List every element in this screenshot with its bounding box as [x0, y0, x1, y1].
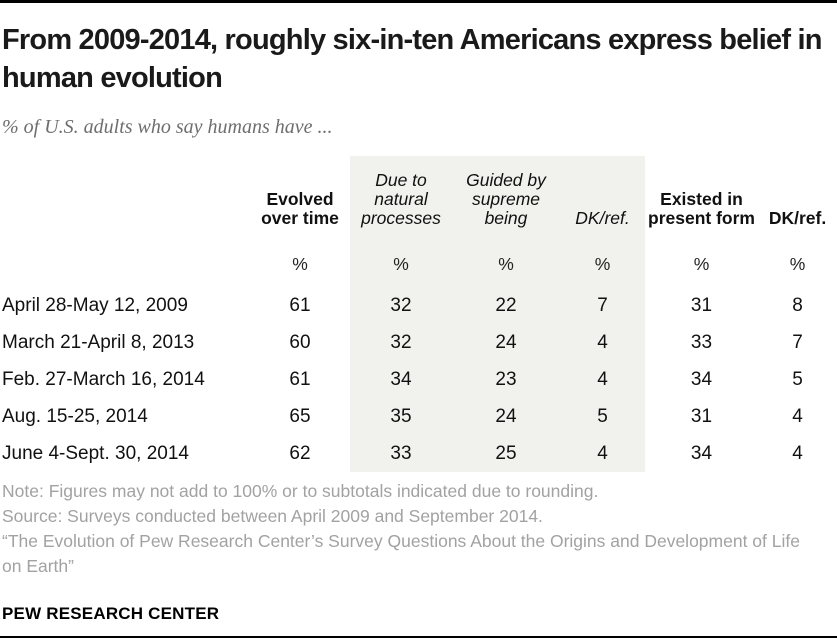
cell-value: 32 — [350, 324, 452, 361]
cell-value: 4 — [792, 442, 803, 464]
row-label-header — [0, 156, 250, 238]
column-header-guided-by-supreme-being: Guided by supreme being — [452, 156, 560, 238]
row-label: June 4-Sept. 30, 2014 — [2, 442, 189, 464]
row-label: Aug. 15-25, 2014 — [2, 405, 148, 427]
cell-value: 60 — [289, 331, 311, 353]
cell-value: 4 — [560, 324, 645, 361]
cell-value: 61 — [289, 368, 311, 390]
cell-value: 4 — [792, 405, 803, 427]
data-table: Evolved over time Due to natural process… — [0, 156, 837, 472]
cell-value: 33 — [690, 331, 713, 353]
row-label: Feb. 27-March 16, 2014 — [2, 368, 205, 390]
cell-value: 34 — [690, 368, 713, 390]
table-header-row: Evolved over time Due to natural process… — [0, 156, 837, 238]
table-row: Feb. 27-March 16, 2014 61 34 23 4 34 5 — [0, 361, 837, 398]
cell-value: 61 — [289, 294, 311, 316]
percent-unit-row: % % % % % % — [0, 238, 837, 287]
cell-value: 24 — [452, 324, 560, 361]
cell-value: 62 — [289, 442, 311, 464]
cell-value: 34 — [350, 361, 452, 398]
cell-value: 8 — [792, 294, 803, 316]
cell-value: 31 — [690, 405, 713, 427]
table-row: Aug. 15-25, 2014 65 35 24 5 31 4 — [0, 398, 837, 435]
cell-value: 7 — [560, 287, 645, 324]
footnotes: Note: Figures may not add to 100% or to … — [2, 479, 802, 579]
cell-value: 5 — [560, 398, 645, 435]
unit-cell: % — [693, 254, 710, 274]
cell-value: 24 — [452, 398, 560, 435]
cell-value: 22 — [452, 287, 560, 324]
cell-value: 31 — [690, 294, 713, 316]
row-label: April 28-May 12, 2009 — [2, 294, 188, 316]
unit-cell: % — [560, 238, 645, 287]
table-row: June 4-Sept. 30, 2014 62 33 25 4 34 4 — [0, 435, 837, 472]
unit-cell: % — [350, 238, 452, 287]
column-header-dk-ref-total: DK/ref. — [768, 208, 827, 228]
cell-value: 25 — [452, 435, 560, 472]
cell-value: 7 — [792, 331, 803, 353]
top-accent-bar — [0, 0, 837, 3]
unit-cell-empty — [0, 238, 250, 287]
table-row: April 28-May 12, 2009 61 32 22 7 31 8 — [0, 287, 837, 324]
cell-value: 65 — [289, 405, 311, 427]
column-header-due-to-natural-processes: Due to natural processes — [350, 156, 452, 238]
note-text: Note: Figures may not add to 100% or to … — [2, 481, 599, 501]
cell-value: 33 — [350, 435, 452, 472]
cell-value: 4 — [560, 361, 645, 398]
column-header-dk-ref-evolved: DK/ref. — [560, 156, 645, 238]
pew-research-center-label: PEW RESEARCH CENTER — [2, 604, 220, 623]
cell-value: 5 — [792, 368, 803, 390]
column-header-evolved-over-time: Evolved over time — [261, 189, 339, 228]
table-row: March 21-April 8, 2013 60 32 24 4 33 7 — [0, 324, 837, 361]
bottom-rule — [0, 636, 837, 638]
page-subtitle: % of U.S. adults who say humans have ... — [2, 116, 333, 138]
unit-cell: % — [789, 254, 806, 274]
cell-value: 4 — [560, 435, 645, 472]
column-header-existed-in-present-form: Existed in present form — [648, 189, 755, 228]
unit-cell: % — [292, 254, 308, 274]
citation-text: “The Evolution of Pew Research Center’s … — [2, 531, 800, 576]
unit-cell: % — [452, 238, 560, 287]
source-text: Source: Surveys conducted between April … — [2, 506, 543, 526]
cell-value: 35 — [350, 398, 452, 435]
page-title: From 2009-2014, roughly six-in-ten Ameri… — [2, 24, 822, 94]
cell-value: 34 — [690, 442, 713, 464]
cell-value: 23 — [452, 361, 560, 398]
row-label: March 21-April 8, 2013 — [2, 331, 195, 353]
cell-value: 32 — [350, 287, 452, 324]
